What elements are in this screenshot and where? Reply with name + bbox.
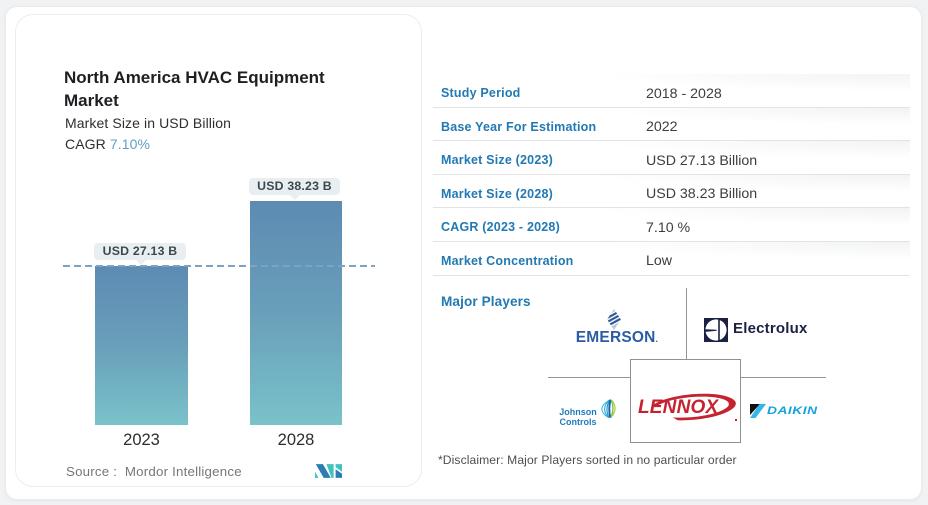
svg-text:LENNOX: LENNOX xyxy=(638,397,720,418)
